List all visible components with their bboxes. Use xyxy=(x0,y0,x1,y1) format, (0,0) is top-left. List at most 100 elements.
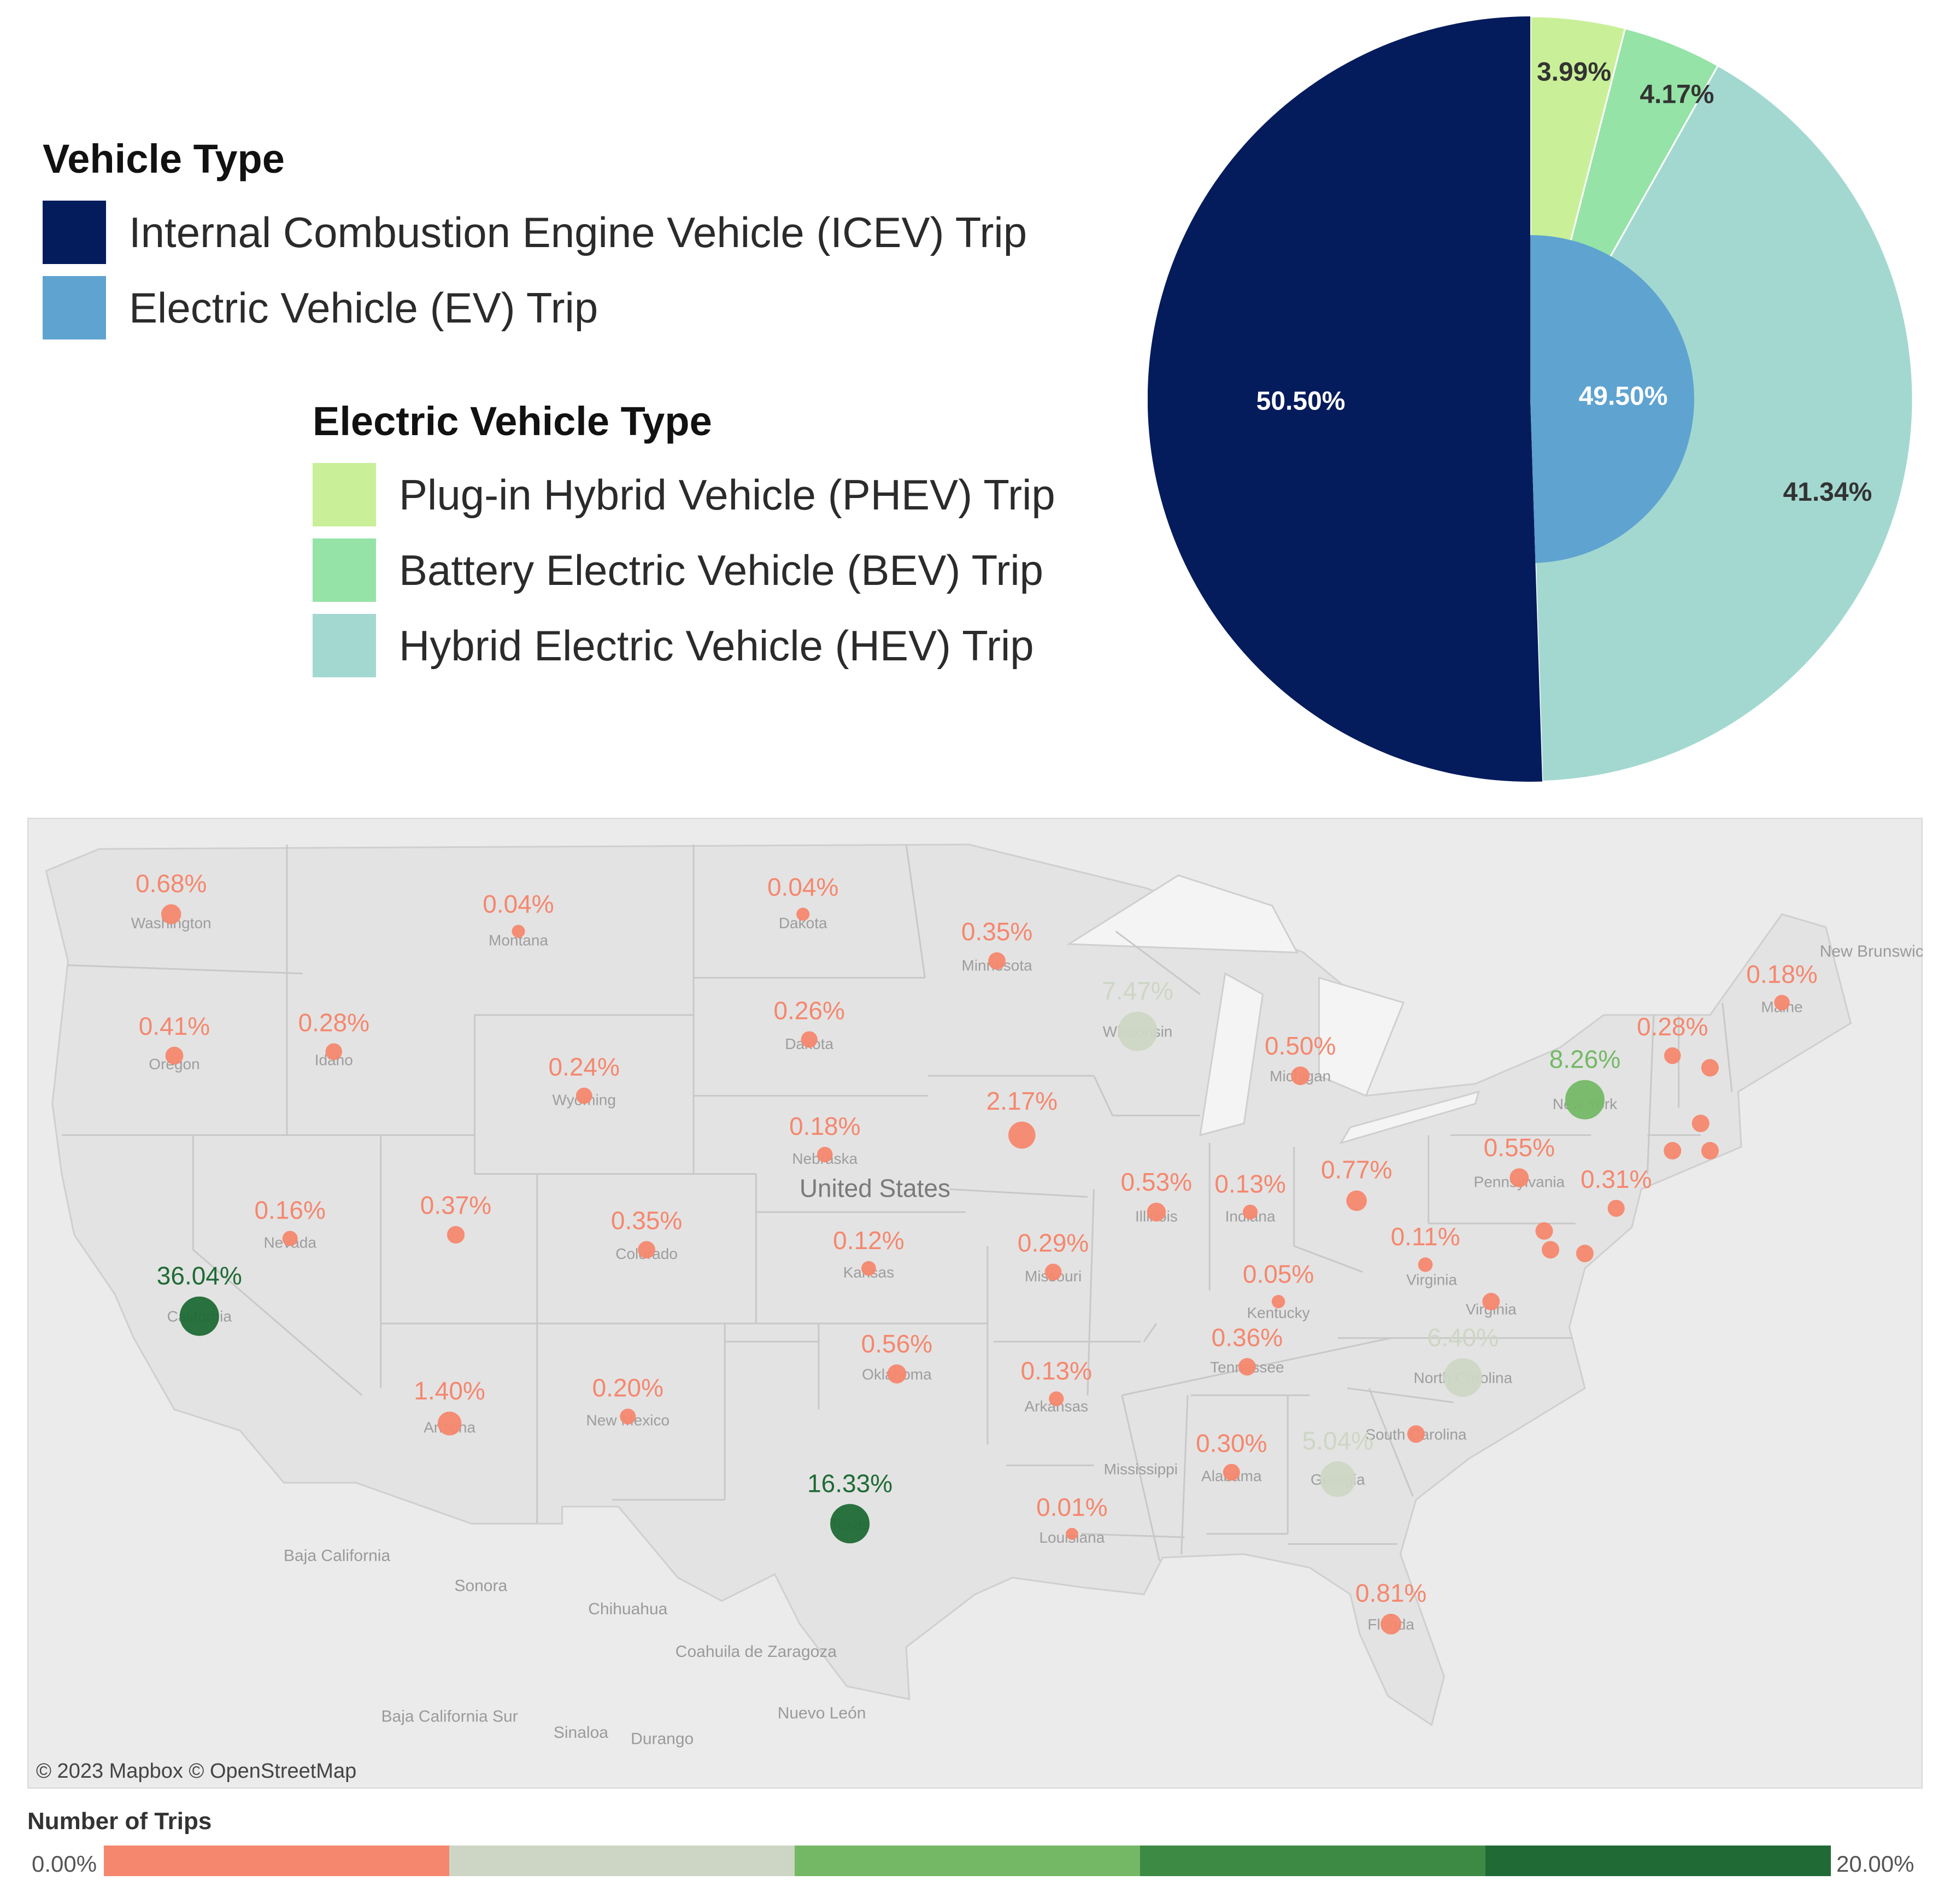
map-point-alabama[interactable] xyxy=(1223,1463,1240,1481)
map-point-new-hampshire[interactable] xyxy=(1701,1059,1719,1077)
pie-slice-hybrid-electric-vehicle-hev-trip[interactable] xyxy=(1529,64,1913,782)
legend-item-ev[interactable]: Electric Vehicle (EV) Trip xyxy=(43,276,1027,339)
map-point-west-virginia[interactable] xyxy=(1418,1257,1433,1272)
map-point-delaware[interactable] xyxy=(1576,1245,1594,1262)
map-label-washington: 0.68% xyxy=(136,869,207,898)
map-point-rhode-island[interactable] xyxy=(1701,1142,1719,1159)
map-label-florida: 0.81% xyxy=(1355,1579,1426,1607)
map-point-california[interactable] xyxy=(179,1296,219,1336)
vehicle-type-pie-chart: 49.50% 50.50% 3.99% 4.17% 41.34% xyxy=(1148,16,1913,782)
state-border xyxy=(1121,1337,1391,1396)
map-point-idaho[interactable] xyxy=(325,1043,343,1061)
map-point-texas[interactable] xyxy=(830,1504,870,1544)
map-point-minnesota[interactable] xyxy=(988,952,1006,970)
map-point-new-mexico[interactable] xyxy=(620,1408,636,1425)
place-name-baja-california-sur: Baja California Sur xyxy=(381,1708,518,1726)
map-value-labels: 0.68% 0.41% 0.28% 0.04% 0.04% 0.35% 7.47% 0.50%… xyxy=(136,869,1818,1607)
map-label-illinois: 0.53% xyxy=(1121,1168,1192,1196)
map-place-names: United States Baja California Sonora Chihua… xyxy=(284,942,1923,1748)
map-state-borders xyxy=(62,844,1733,1561)
map-point-vermont[interactable] xyxy=(1664,1047,1681,1064)
map-point-louisiana[interactable] xyxy=(1066,1527,1078,1540)
map-label-missouri: 0.29% xyxy=(1018,1229,1089,1257)
map-label-wyoming: 0.24% xyxy=(548,1053,619,1081)
map-point-illinois[interactable] xyxy=(1147,1203,1166,1222)
colorbar-bin-4 xyxy=(1485,1846,1831,1876)
map-point-south-carolina[interactable] xyxy=(1407,1425,1425,1443)
map-point-virginia[interactable] xyxy=(1482,1293,1500,1310)
map-point-georgia[interactable] xyxy=(1320,1461,1356,1497)
map-point-montana[interactable] xyxy=(512,924,525,938)
map-label-arkansas: 0.13% xyxy=(1021,1356,1092,1385)
colorbar-bins xyxy=(104,1846,1831,1876)
map-label-north-carolina: 6.40% xyxy=(1428,1323,1499,1352)
state-border xyxy=(1368,1387,1414,1497)
place-name-sinaloa: Sinaloa xyxy=(554,1724,608,1742)
map-label-iowa: 2.17% xyxy=(986,1087,1058,1115)
map-point-new-york[interactable] xyxy=(1565,1080,1605,1120)
place-name-chihuahua: Chihuahua xyxy=(588,1600,667,1618)
legend-item-hev[interactable]: Hybrid Electric Vehicle (HEV) Trip xyxy=(313,614,1055,677)
map-point-wyoming[interactable] xyxy=(575,1087,592,1104)
state-border xyxy=(1722,1002,1733,1092)
map-label-oregon: 0.41% xyxy=(139,1012,210,1040)
state-border xyxy=(192,1249,363,1396)
legend-item-phev[interactable]: Plug-in Hybrid Vehicle (PHEV) Trip xyxy=(313,463,1055,526)
state-name-virginia: Virginia xyxy=(1406,1272,1457,1288)
map-point-nevada[interactable] xyxy=(282,1231,298,1246)
map-point-oregon[interactable] xyxy=(165,1046,184,1065)
us-trips-map[interactable]: United States Baja California Sonora Chihua… xyxy=(27,818,1923,1789)
pie-label-hybrid-electric-vehicle-hev-trip: 41.34% xyxy=(1783,478,1872,507)
map-point-north-carolina[interactable] xyxy=(1443,1358,1483,1397)
map-point-arizona[interactable] xyxy=(437,1411,462,1436)
map-label-nevada: 0.16% xyxy=(254,1196,325,1225)
map-point-arkansas[interactable] xyxy=(1049,1391,1064,1407)
map-point-north-dakota[interactable] xyxy=(796,907,810,921)
map-point-iowa[interactable] xyxy=(1008,1121,1036,1149)
map-point-colorado[interactable] xyxy=(638,1241,656,1259)
map-point-maryland-2[interactable] xyxy=(1542,1241,1559,1259)
map-point-washington[interactable] xyxy=(161,904,181,924)
pie-slice-electric-vehicle-ev-trip[interactable] xyxy=(1530,235,1694,563)
map-point-missouri[interactable] xyxy=(1044,1263,1062,1281)
map-point-massachusetts[interactable] xyxy=(1691,1115,1710,1132)
map-label-oklahoma: 0.56% xyxy=(861,1329,932,1358)
map-point-florida[interactable] xyxy=(1381,1614,1402,1634)
map-point-south-dakota[interactable] xyxy=(801,1031,818,1048)
map-label-new-mexico: 0.20% xyxy=(592,1374,663,1402)
legend-item-bev[interactable]: Battery Electric Vehicle (BEV) Trip xyxy=(313,538,1055,602)
map-points xyxy=(161,904,1790,1634)
map-point-utah[interactable] xyxy=(447,1226,465,1244)
map-label-michigan: 0.50% xyxy=(1265,1032,1336,1060)
state-border xyxy=(905,844,926,978)
map-point-kentucky[interactable] xyxy=(1271,1294,1285,1309)
map-point-oklahoma[interactable] xyxy=(887,1364,907,1384)
map-point-kansas[interactable] xyxy=(861,1261,876,1276)
map-point-new-jersey[interactable] xyxy=(1607,1199,1625,1217)
map-point-maine[interactable] xyxy=(1774,994,1790,1011)
map-point-pennsylvania[interactable] xyxy=(1510,1168,1529,1187)
map-point-nebraska[interactable] xyxy=(817,1146,833,1163)
pie-slice-internal-combustion-engine-vehicle-icev-trip[interactable] xyxy=(1148,16,1542,782)
map-label-minnesota: 0.35% xyxy=(961,917,1032,946)
place-name-coahuila-de-zaragoza: Coahuila de Zaragoza xyxy=(676,1643,837,1661)
state-border xyxy=(1347,1387,1454,1403)
legend-swatch-icev xyxy=(43,201,106,264)
map-point-ohio[interactable] xyxy=(1346,1190,1367,1211)
legend-label-ev: Electric Vehicle (EV) Trip xyxy=(129,283,598,332)
legend-item-icev[interactable]: Internal Combustion Engine Vehicle (ICEV… xyxy=(43,201,1027,264)
place-name-baja-california: Baja California xyxy=(284,1546,390,1565)
ev-type-legend: Electric Vehicle Type Plug-in Hybrid Veh… xyxy=(313,398,1055,689)
map-label-georgia: 5.04% xyxy=(1302,1426,1373,1455)
map-point-tennessee[interactable] xyxy=(1238,1358,1256,1376)
place-name-united-states: United States xyxy=(800,1174,950,1203)
map-point-michigan[interactable] xyxy=(1291,1066,1310,1086)
pie-label-icev: 50.50% xyxy=(1256,386,1346,415)
map-point-connecticut[interactable] xyxy=(1664,1142,1682,1159)
state-border xyxy=(1081,1533,1185,1538)
map-point-maryland[interactable] xyxy=(1535,1222,1553,1240)
legend-label-phev: Plug-in Hybrid Vehicle (PHEV) Trip xyxy=(399,470,1055,519)
map-point-indiana[interactable] xyxy=(1242,1204,1258,1220)
map-point-wisconsin[interactable] xyxy=(1118,1011,1158,1051)
legend-label-bev: Battery Electric Vehicle (BEV) Trip xyxy=(399,546,1044,594)
